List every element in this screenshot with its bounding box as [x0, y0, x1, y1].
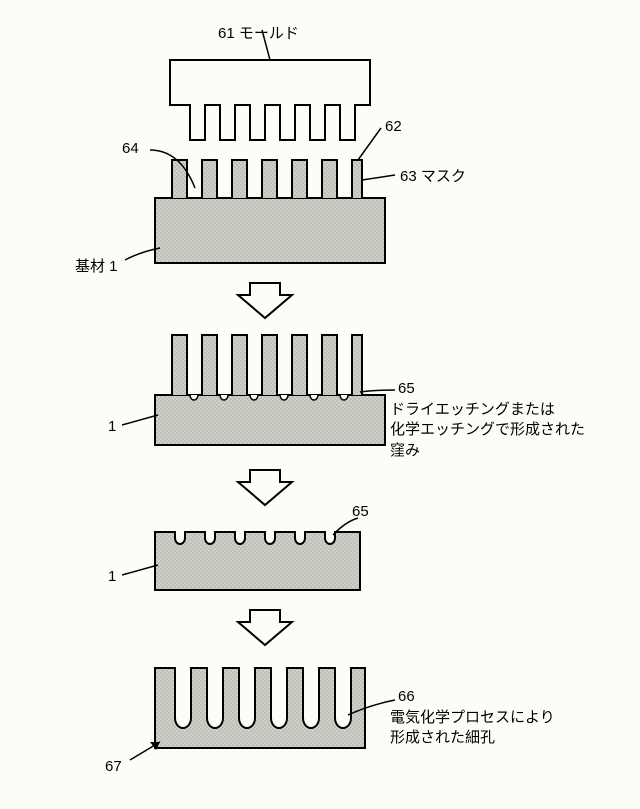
label-s3-65: 65	[352, 503, 369, 520]
label-s2-1: 1	[108, 418, 116, 435]
label-64: 64	[122, 140, 139, 157]
label-61: 61 モールド	[218, 22, 299, 43]
label-s4-67: 67	[105, 758, 122, 775]
arrow-1	[238, 283, 292, 318]
label-s3-1: 1	[108, 568, 116, 585]
arrow-3	[238, 610, 292, 645]
stage1-mold	[170, 30, 370, 140]
label-s2-text: ドライエッチングまたは 化学エッチングで形成された 窪み	[390, 400, 620, 461]
stage1-mask	[125, 128, 395, 263]
label-62: 62	[385, 118, 402, 135]
stage4	[130, 668, 395, 760]
label-s2-65: 65	[398, 380, 415, 397]
stage3	[122, 518, 360, 590]
label-63: 63 マスク	[400, 165, 466, 186]
label-substrate: 基材 1	[75, 255, 118, 276]
arrow-2	[238, 470, 292, 505]
label-s4-text: 電気化学プロセスにより 形成された細孔	[390, 708, 610, 749]
stage2	[122, 335, 395, 445]
label-s4-66: 66	[398, 688, 415, 705]
